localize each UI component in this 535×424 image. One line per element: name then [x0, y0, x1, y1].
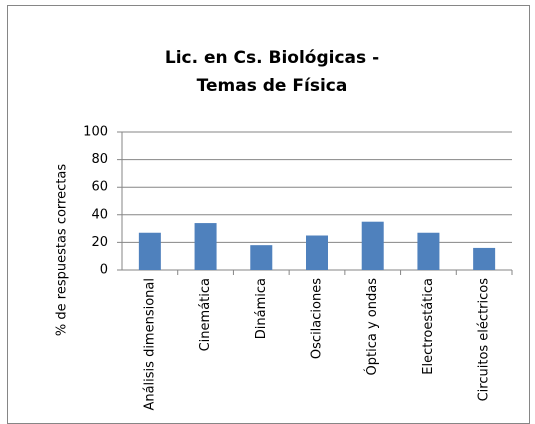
- chart-title: Temas de Física: [197, 76, 348, 96]
- x-tick-label: Cinemática: [198, 278, 213, 351]
- x-tick-label: Oscilaciones: [310, 278, 325, 359]
- bar: [194, 223, 217, 270]
- x-tick-label: Análisis dimensional: [142, 278, 157, 411]
- y-axis-label: % de respuestas correctas: [55, 164, 70, 336]
- x-tick-label: Dinámica: [254, 278, 269, 339]
- bar: [473, 247, 496, 270]
- y-tick-label: 40: [91, 207, 108, 222]
- bar: [361, 221, 384, 270]
- chart-title: Lic. en Cs. Biológicas -: [165, 48, 379, 68]
- bar: [250, 245, 273, 270]
- y-tick-label: 60: [91, 180, 108, 195]
- x-tick-label: Óptica y ondas: [364, 278, 380, 376]
- y-tick-label: 0: [100, 263, 108, 278]
- y-tick-label: 100: [83, 125, 108, 140]
- y-tick-label: 20: [91, 235, 108, 250]
- x-tick-label: Circuitos eléctricos: [477, 278, 492, 402]
- bar: [138, 232, 161, 270]
- bar: [417, 232, 440, 270]
- bar: [306, 235, 328, 270]
- x-tick-label: Electroestática: [421, 278, 436, 375]
- y-tick-label: 80: [91, 152, 108, 167]
